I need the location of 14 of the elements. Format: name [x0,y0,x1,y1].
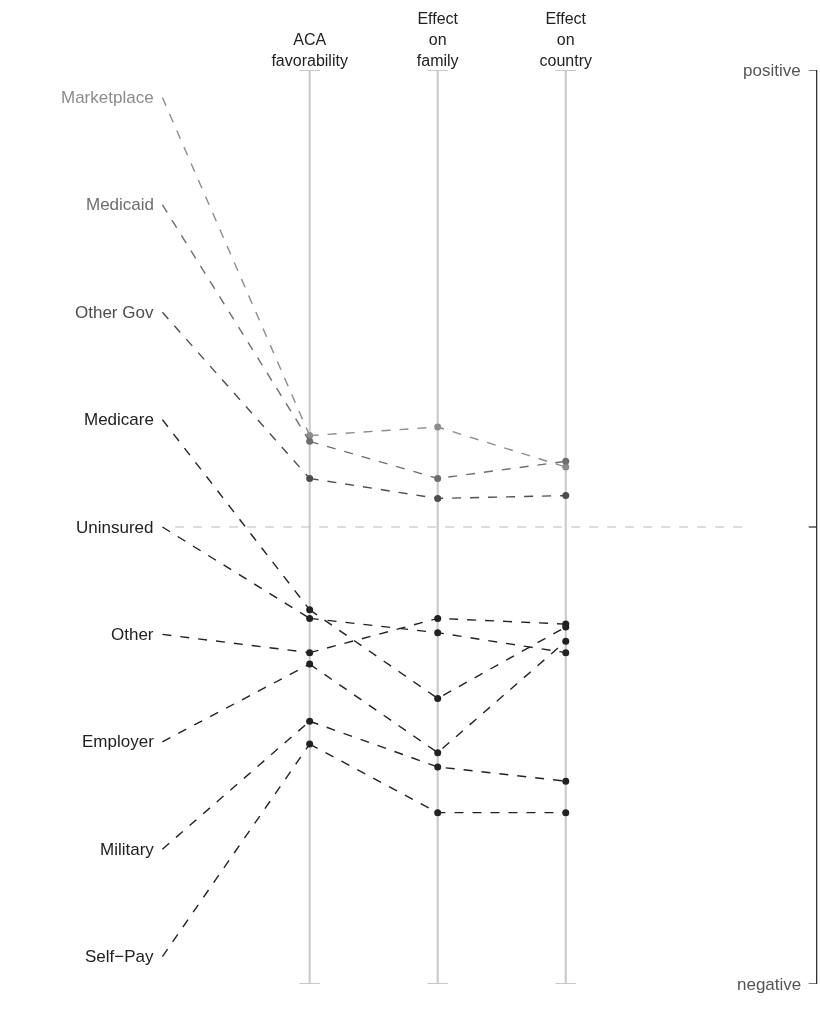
text: negative [737,975,802,994]
text: Medicare [84,410,154,429]
text: positive [743,61,801,80]
text: Other Gov [75,303,154,322]
text: Uninsured [76,518,154,537]
x-tick-label: ACA favorability [271,31,348,69]
text: Marketplace [61,88,154,107]
text: Employer [82,732,155,751]
text: Self−Pay [85,947,155,966]
text: Military [100,840,155,859]
x-tick-label: Effect on family [416,10,459,69]
text: Medicaid [86,195,155,214]
text: Other [111,625,154,644]
x-tick-label: Effect on country [539,10,592,69]
